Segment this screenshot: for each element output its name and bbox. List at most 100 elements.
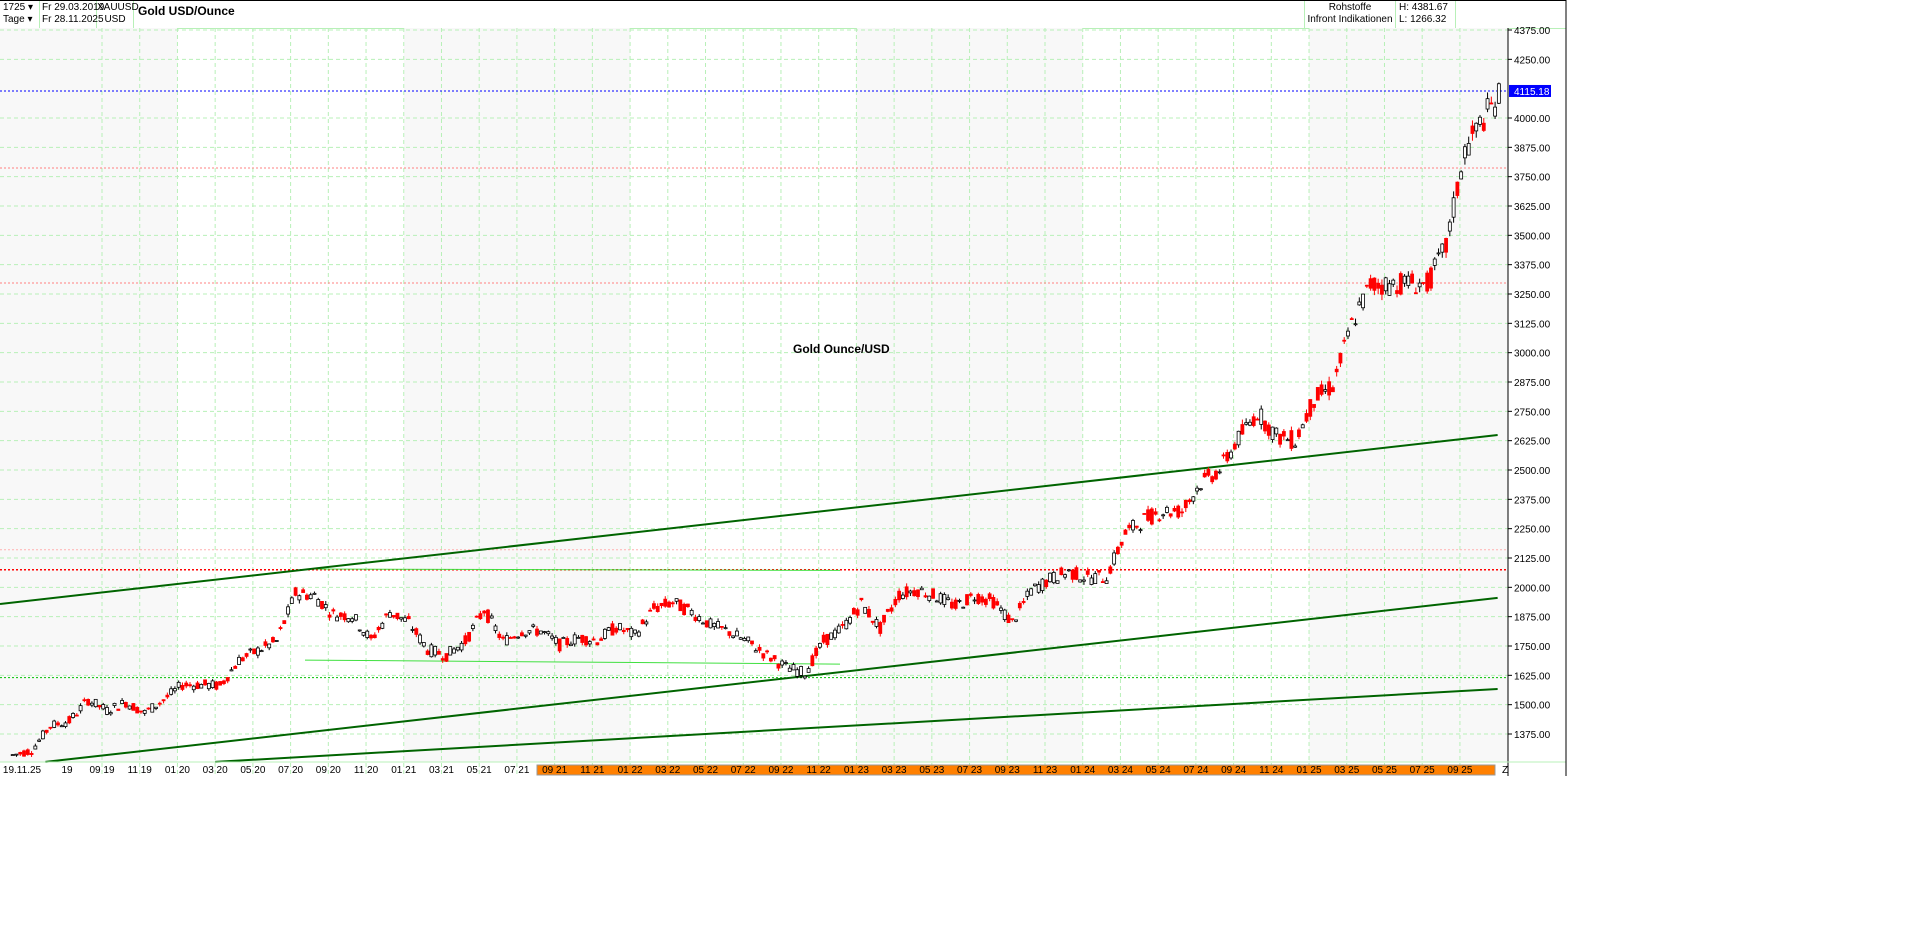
candle <box>1165 506 1169 513</box>
candle <box>1025 590 1030 597</box>
candle <box>742 638 747 642</box>
candle <box>784 662 788 664</box>
candle <box>1059 567 1064 576</box>
candle <box>52 720 57 728</box>
category: Rohstoffe <box>1328 2 1372 13</box>
candle <box>399 617 404 620</box>
candle <box>636 631 641 637</box>
candle <box>1463 146 1467 159</box>
x-tick-label: 05 25 <box>1372 765 1397 776</box>
candle <box>614 627 619 633</box>
candle <box>708 618 713 629</box>
candle <box>90 702 94 706</box>
x-tick-label: 03 23 <box>882 765 907 776</box>
candle <box>305 594 309 600</box>
candle <box>71 713 75 718</box>
candle <box>384 613 389 616</box>
x-tick-label: 11 24 <box>1259 765 1284 776</box>
x-tick-label: 01 22 <box>618 765 643 776</box>
candle <box>757 646 762 651</box>
candle <box>719 626 724 628</box>
candle <box>727 631 732 636</box>
candle <box>818 643 822 648</box>
candle <box>1278 433 1282 445</box>
candle <box>486 609 490 623</box>
candle <box>131 703 136 711</box>
trendline <box>0 434 1498 605</box>
candle <box>659 602 664 607</box>
candle <box>689 609 694 616</box>
y-tick-label: 3000.00 <box>1514 349 1551 360</box>
high-value: H: 4381.67 <box>1399 2 1448 13</box>
period-selector[interactable]: 1725 ▾ Tage ▾ <box>0 1 40 28</box>
candle <box>1180 511 1184 514</box>
candle <box>587 641 592 645</box>
candle <box>1100 581 1105 583</box>
y-tick-label: 3250.00 <box>1514 290 1551 301</box>
candle <box>1051 572 1056 584</box>
candle <box>787 667 792 672</box>
candle <box>1489 102 1494 105</box>
candle <box>802 675 807 679</box>
candle <box>233 665 238 669</box>
candle <box>569 643 573 647</box>
candle <box>237 656 241 665</box>
candle <box>1308 399 1313 417</box>
candle <box>1353 323 1358 326</box>
candle <box>59 725 64 728</box>
candle <box>504 635 509 646</box>
date-from[interactable]: Fr 29.03.2019 <box>42 2 105 13</box>
candle <box>923 595 928 598</box>
candle <box>882 614 886 623</box>
candle <box>885 608 890 612</box>
date-to[interactable]: Fr 28.11.2025 <box>42 14 104 25</box>
candle <box>1323 389 1328 392</box>
candle <box>1191 496 1196 502</box>
candle <box>1331 387 1335 393</box>
candle <box>338 612 343 617</box>
candle <box>1312 404 1316 408</box>
candle <box>86 698 91 706</box>
candle <box>618 623 622 631</box>
candle <box>772 655 777 660</box>
x-tick-label: 09 24 <box>1221 765 1246 776</box>
candle <box>1112 552 1117 565</box>
candle <box>874 619 879 627</box>
candle <box>316 599 321 607</box>
candle <box>878 622 883 634</box>
dropdown-icon[interactable]: ▾ <box>28 2 34 13</box>
candle <box>897 590 902 601</box>
date-range[interactable]: Fr 29.03.2019 Fr 28.11.2025 <box>40 1 105 28</box>
candle <box>520 632 524 637</box>
candle <box>814 647 819 656</box>
candle <box>603 628 607 639</box>
x-tick-label: 01 24 <box>1070 765 1095 776</box>
candle <box>1146 509 1150 521</box>
candle <box>67 716 72 724</box>
candle <box>474 615 479 618</box>
candle <box>78 705 83 712</box>
candle <box>851 608 856 615</box>
candle <box>380 622 385 629</box>
candle <box>961 606 966 609</box>
dropdown-icon[interactable]: ▾ <box>27 14 33 25</box>
candle <box>980 596 985 603</box>
candle <box>1104 580 1109 584</box>
candle <box>1432 258 1437 266</box>
candle <box>361 632 366 636</box>
candle <box>278 627 283 629</box>
x-tick-label: 11 23 <box>1033 765 1058 776</box>
candle <box>259 650 264 653</box>
candle <box>1221 454 1226 457</box>
candle <box>655 605 660 612</box>
candle <box>685 603 690 608</box>
candle <box>557 638 562 652</box>
candle <box>1410 273 1415 284</box>
chart-center-label: Gold Ounce/USD <box>793 342 890 356</box>
candle <box>523 634 528 637</box>
candle <box>1334 368 1339 373</box>
x-tick-label: 03 21 <box>429 765 454 776</box>
candle <box>470 624 475 629</box>
candle <box>123 701 128 708</box>
